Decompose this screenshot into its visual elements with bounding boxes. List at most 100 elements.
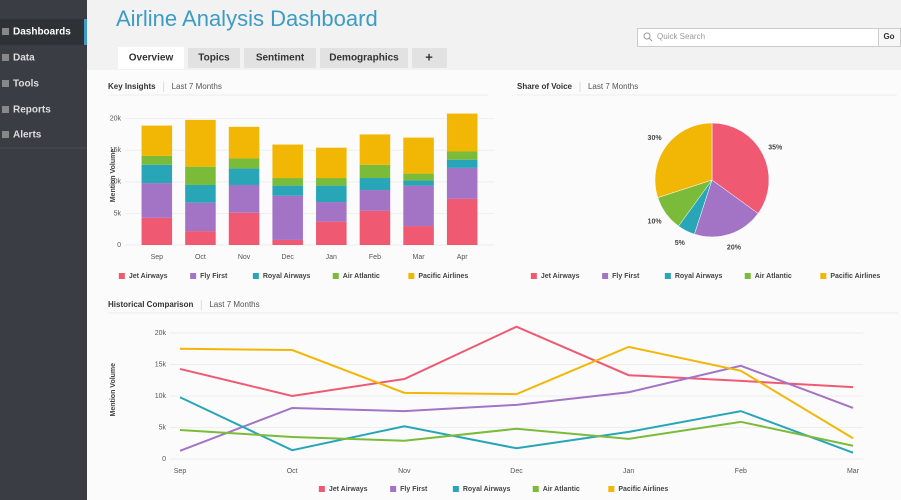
- tab[interactable]: [412, 48, 447, 68]
- tab-label[interactable]: Overview: [129, 53, 174, 64]
- x-tick-label: Oct: [195, 254, 206, 261]
- legend-swatch: [332, 273, 339, 279]
- sidebar-menu: Dashboards Data Tools Reports Alerts: [0, 27, 87, 149]
- menu-item[interactable]: Tools: [13, 79, 39, 90]
- bar-segment: [272, 195, 303, 240]
- legend-swatch: [408, 273, 415, 279]
- tab[interactable]: [320, 48, 408, 68]
- legend-swatch: [820, 273, 827, 279]
- x-tick-label: Mar: [413, 254, 426, 261]
- icon: [2, 28, 9, 35]
- icon: [2, 54, 9, 61]
- panel-subtitle: Last 7 Months: [172, 82, 222, 91]
- tab-active[interactable]: [118, 47, 184, 69]
- series-line: [179, 325, 854, 398]
- bar-segment: [141, 183, 173, 218]
- icon: [2, 131, 9, 138]
- sidebar: [0, 0, 87, 500]
- tabs: Overview Topics Sentiment Demographics +: [118, 47, 447, 69]
- menu-item[interactable]: Data: [13, 53, 35, 64]
- menu-item[interactable]: Reports: [13, 105, 51, 116]
- bar-segment: [403, 180, 434, 186]
- bar-segment: [316, 221, 347, 245]
- y-axis-title: Mention Volume: [110, 363, 117, 417]
- bar-segment: [446, 198, 478, 245]
- x-tick-label: Mar: [847, 468, 860, 475]
- legend-swatch: [744, 273, 751, 279]
- legend-swatch: [532, 486, 539, 492]
- bar-segment: [446, 151, 478, 160]
- search-button-label[interactable]: Go: [883, 32, 894, 41]
- panel-title: Share of Voice: [517, 82, 573, 91]
- sidebar-active-marker: [84, 19, 87, 45]
- bar-segment: [403, 137, 434, 174]
- legend-label: Fly First: [612, 273, 640, 280]
- search-placeholder[interactable]: Quick Search: [657, 32, 705, 41]
- data-label: 10%: [648, 219, 663, 226]
- tab-label[interactable]: +: [425, 49, 433, 64]
- tab-label[interactable]: Demographics: [329, 53, 399, 64]
- pie-slice: [694, 179, 759, 238]
- bar-segment: [316, 202, 347, 222]
- bar-segment: [316, 178, 347, 186]
- legend-label: Pacific Airlines: [418, 273, 468, 280]
- sidebar-active: [0, 19, 87, 45]
- legend-label: Royal Airways: [263, 273, 311, 280]
- bar-segment: [359, 190, 391, 211]
- legend-swatch: [390, 486, 397, 492]
- bar-segment: [359, 134, 391, 165]
- tab-label[interactable]: Sentiment: [256, 53, 305, 64]
- tab-label[interactable]: Topics: [198, 53, 230, 64]
- pie-slice: [711, 122, 770, 214]
- bar-segment: [141, 164, 173, 184]
- data-label: 35%: [768, 145, 783, 152]
- bar-segment: [446, 113, 478, 152]
- x-tick-label: Sep: [174, 468, 187, 475]
- bar-segment: [185, 202, 216, 232]
- tab[interactable]: [188, 48, 240, 68]
- pie-slice: [654, 122, 713, 198]
- x-tick-label: Dec: [510, 468, 523, 475]
- legend-swatch: [664, 273, 671, 279]
- legend-swatch: [530, 273, 537, 279]
- bar-segment: [446, 167, 478, 199]
- bar-segment: [141, 155, 173, 165]
- panel-subtitle: Last 7 Months: [209, 300, 259, 309]
- legend-swatch: [190, 273, 197, 279]
- bar-segment: [359, 178, 391, 191]
- menu-item[interactable]: Dashboards: [13, 27, 71, 38]
- search-icon: [643, 32, 651, 40]
- legend-label: Pacific Airlines: [830, 273, 880, 280]
- bar-segment: [185, 166, 216, 185]
- legend-swatch: [452, 486, 459, 492]
- legend-swatch: [252, 273, 259, 279]
- tab[interactable]: [244, 48, 316, 68]
- menu-item[interactable]: Alerts: [13, 130, 42, 141]
- legend-label: Air Atlantic: [543, 486, 580, 493]
- bar-segment: [185, 231, 216, 245]
- legend-label: Jet Airways: [329, 486, 368, 493]
- bar-segment: [316, 185, 347, 203]
- bar-segment: [272, 178, 303, 186]
- bar-segment: [403, 226, 434, 245]
- bar-segment: [272, 144, 303, 179]
- bar-segment: [446, 159, 478, 168]
- series-line: [179, 396, 854, 454]
- search: Quick Search Go: [637, 28, 901, 47]
- x-tick-label: Nov: [238, 254, 251, 261]
- legend-label: Pacific Airlines: [618, 486, 668, 493]
- legend-swatch: [602, 273, 609, 279]
- bar-segment: [316, 147, 347, 179]
- x-tick-label: Dec: [281, 254, 294, 261]
- bar-segment: [228, 168, 260, 185]
- bar-segment: [403, 185, 434, 227]
- series-line: [179, 420, 854, 447]
- legend-swatch: [608, 486, 615, 492]
- x-tick-label: Oct: [287, 468, 298, 475]
- y-tick-label: 15k: [110, 147, 122, 154]
- bar-segment: [272, 239, 303, 245]
- bar-segment: [359, 210, 391, 245]
- bar-segment: [185, 184, 216, 203]
